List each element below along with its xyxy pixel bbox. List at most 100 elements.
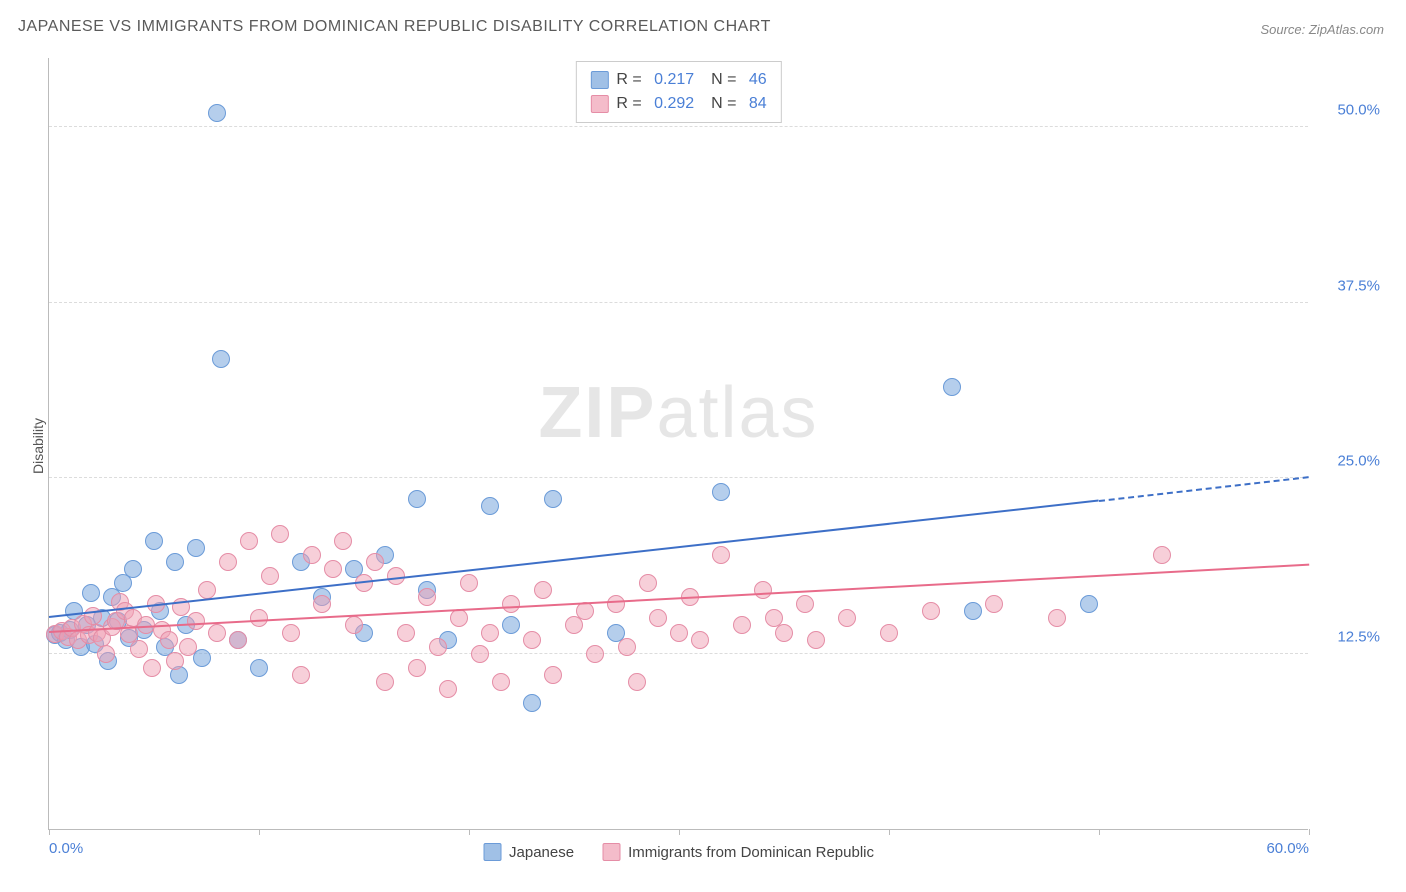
data-point-dominican: [523, 631, 541, 649]
stats-n-label: N =: [702, 92, 741, 116]
stats-r-label: R =: [616, 68, 646, 92]
data-point-dominican: [450, 609, 468, 627]
data-point-dominican: [160, 631, 178, 649]
data-point-dominican: [481, 624, 499, 642]
data-point-dominican: [282, 624, 300, 642]
data-point-dominican: [460, 574, 478, 592]
data-point-japanese: [124, 560, 142, 578]
legend-label-japanese: Japanese: [509, 844, 574, 861]
grid-line: [49, 653, 1308, 654]
data-point-japanese: [145, 532, 163, 550]
data-point-dominican: [418, 588, 436, 606]
stats-row-japanese: R = 0.217 N = 46: [590, 68, 766, 92]
data-point-dominican: [586, 645, 604, 663]
swatch-pink-icon: [590, 95, 608, 113]
data-point-dominican: [502, 595, 520, 613]
data-point-dominican: [492, 673, 510, 691]
x-tick: [679, 829, 680, 835]
data-point-japanese: [502, 616, 520, 634]
data-point-japanese: [166, 553, 184, 571]
data-point-dominican: [292, 666, 310, 684]
y-tick-label: 50.0%: [1337, 102, 1380, 119]
data-point-dominican: [240, 532, 258, 550]
data-point-dominican: [198, 581, 216, 599]
watermark: ZIPatlas: [538, 372, 818, 454]
data-point-dominican: [376, 673, 394, 691]
stats-row-dominican: R = 0.292 N = 84: [590, 92, 766, 116]
data-point-japanese: [250, 659, 268, 677]
data-point-dominican: [1048, 609, 1066, 627]
data-point-dominican: [261, 567, 279, 585]
legend-label-dominican: Immigrants from Dominican Republic: [628, 844, 874, 861]
data-point-japanese: [544, 490, 562, 508]
data-point-japanese: [82, 584, 100, 602]
chart-container: JAPANESE VS IMMIGRANTS FROM DOMINICAN RE…: [0, 0, 1406, 892]
swatch-blue-icon: [590, 71, 608, 89]
data-point-dominican: [166, 652, 184, 670]
data-point-dominican: [334, 532, 352, 550]
y-tick-label: 12.5%: [1337, 628, 1380, 645]
legend-swatch-pink-icon: [602, 843, 620, 861]
y-tick-label: 25.0%: [1337, 453, 1380, 470]
x-tick-label: 60.0%: [1266, 840, 1309, 857]
data-point-dominican: [754, 581, 772, 599]
data-point-dominican: [143, 659, 161, 677]
trend-line: [49, 563, 1309, 632]
data-point-dominican: [229, 631, 247, 649]
data-point-dominican: [691, 631, 709, 649]
data-point-dominican: [796, 595, 814, 613]
data-point-dominican: [187, 612, 205, 630]
data-point-japanese: [187, 539, 205, 557]
data-point-dominican: [429, 638, 447, 656]
data-point-dominican: [639, 574, 657, 592]
data-point-dominican: [576, 602, 594, 620]
data-point-dominican: [303, 546, 321, 564]
data-point-japanese: [523, 694, 541, 712]
data-point-japanese: [712, 483, 730, 501]
data-point-dominican: [985, 595, 1003, 613]
data-point-dominican: [271, 525, 289, 543]
stats-r-japanese: 0.217: [654, 68, 694, 92]
legend-swatch-blue-icon: [483, 843, 501, 861]
data-point-dominican: [366, 553, 384, 571]
data-point-dominican: [471, 645, 489, 663]
plot-area: ZIPatlas R = 0.217 N = 46 R = 0.292 N = …: [48, 58, 1308, 830]
data-point-dominican: [408, 659, 426, 677]
data-point-dominican: [775, 624, 793, 642]
x-tick: [889, 829, 890, 835]
legend-item-dominican: Immigrants from Dominican Republic: [602, 843, 874, 861]
data-point-japanese: [408, 490, 426, 508]
data-point-japanese: [943, 378, 961, 396]
data-point-dominican: [807, 631, 825, 649]
watermark-rest: atlas: [656, 373, 818, 453]
x-tick: [49, 829, 50, 835]
stats-n-japanese: 46: [749, 68, 767, 92]
grid-line: [49, 126, 1308, 127]
stats-legend-box: R = 0.217 N = 46 R = 0.292 N = 84: [575, 61, 781, 123]
data-point-japanese: [481, 497, 499, 515]
trend-line: [49, 500, 1099, 618]
data-point-dominican: [607, 595, 625, 613]
data-point-dominican: [712, 546, 730, 564]
stats-n-label: N =: [702, 68, 741, 92]
data-point-japanese: [1080, 595, 1098, 613]
data-point-japanese: [212, 350, 230, 368]
data-point-dominican: [670, 624, 688, 642]
y-axis-label: Disability: [30, 418, 46, 474]
grid-line: [49, 477, 1308, 478]
x-tick: [259, 829, 260, 835]
x-tick-label: 0.0%: [49, 840, 83, 857]
watermark-bold: ZIP: [538, 373, 656, 453]
data-point-japanese: [964, 602, 982, 620]
data-point-dominican: [733, 616, 751, 634]
data-point-dominican: [97, 645, 115, 663]
grid-line: [49, 302, 1308, 303]
data-point-dominican: [130, 640, 148, 658]
stats-n-dominican: 84: [749, 92, 767, 116]
data-point-dominican: [544, 666, 562, 684]
data-point-dominican: [324, 560, 342, 578]
data-point-dominican: [208, 624, 226, 642]
data-point-dominican: [439, 680, 457, 698]
data-point-dominican: [880, 624, 898, 642]
data-point-dominican: [534, 581, 552, 599]
